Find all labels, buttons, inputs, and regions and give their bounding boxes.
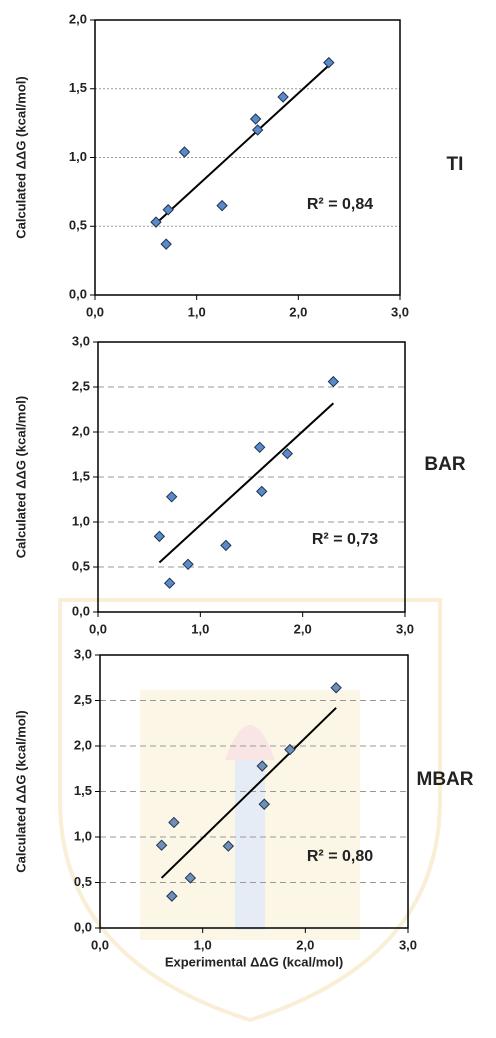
x-tick-label: 1,0 — [194, 937, 212, 952]
y-tick-label: 0,5 — [69, 218, 87, 233]
y-tick-label: 1,0 — [72, 513, 90, 528]
x-tick-label: 3,0 — [396, 621, 414, 636]
plot-frame — [97, 341, 406, 613]
y-tick-label: 1,5 — [74, 783, 92, 798]
y-tick-label: 1,0 — [74, 828, 92, 843]
point — [165, 491, 178, 503]
point — [284, 743, 296, 756]
panel-label: BAR — [424, 454, 465, 475]
y-axis-label: Calculated ΔΔG (kcal/mol) — [13, 76, 28, 238]
point — [162, 204, 174, 216]
watermark — [58, 598, 442, 1023]
annotation: R² = 0,84 — [307, 196, 373, 213]
x-tick-label: 0,0 — [91, 937, 109, 952]
x-tick-label: 3,0 — [399, 937, 417, 952]
point — [256, 485, 268, 498]
point — [220, 539, 232, 552]
y-tick-label: 2,5 — [72, 378, 90, 393]
point — [155, 839, 168, 851]
y-tick-label: 3,0 — [74, 646, 92, 661]
point — [323, 56, 335, 69]
point — [249, 113, 262, 125]
y-tick-label: 0,5 — [74, 874, 92, 889]
y-tick-label: 2,5 — [74, 692, 92, 707]
point — [163, 577, 176, 589]
point — [253, 441, 266, 454]
y-tick-label: 2,0 — [72, 423, 90, 438]
panel-label: MBAR — [417, 769, 474, 790]
trendline — [158, 402, 335, 564]
y-tick-label: 0,0 — [74, 919, 92, 934]
point — [256, 760, 268, 772]
y-tick-label: 2,0 — [69, 11, 87, 26]
trendline — [155, 64, 330, 225]
annotation: R² = 0,80 — [307, 848, 373, 865]
plot-frame — [94, 19, 401, 296]
point — [222, 840, 235, 852]
y-tick-label: 1,5 — [69, 80, 87, 95]
y-axis-label: Calculated ΔΔG (kcal/mol) — [13, 396, 28, 558]
x-tick-label: 0,0 — [89, 621, 107, 636]
point — [153, 530, 166, 543]
point — [182, 558, 194, 571]
y-tick-label: 1,5 — [72, 468, 90, 483]
plot-frame — [99, 654, 409, 929]
y-tick-label: 2,0 — [74, 737, 92, 752]
point — [330, 682, 342, 694]
x-tick-label: 3,0 — [391, 304, 409, 319]
y-tick-label: 0,5 — [72, 558, 90, 573]
panel-label: TI — [447, 154, 464, 175]
x-tick-label: 1,0 — [188, 304, 206, 319]
x-axis-label: Experimental ΔΔG (kcal/mol) — [165, 954, 343, 969]
point — [184, 872, 197, 884]
point — [216, 199, 228, 212]
x-tick-label: 0,0 — [86, 304, 104, 319]
point — [166, 890, 178, 902]
y-axis-label: Calculated ΔΔG (kcal/mol) — [13, 710, 28, 872]
x-tick-label: 2,0 — [296, 937, 314, 952]
point — [168, 816, 180, 829]
x-tick-label: 2,0 — [294, 621, 312, 636]
annotation: R² = 0,73 — [312, 531, 378, 548]
point — [251, 124, 264, 136]
point — [327, 375, 340, 388]
y-tick-label: 0,0 — [69, 286, 87, 301]
y-tick-label: 0,0 — [72, 603, 90, 618]
point — [281, 447, 294, 460]
y-tick-label: 3,0 — [72, 333, 90, 348]
x-tick-label: 1,0 — [191, 621, 209, 636]
y-tick-label: 1,0 — [69, 149, 87, 164]
point — [258, 798, 270, 810]
trendline — [160, 707, 337, 879]
x-tick-label: 2,0 — [289, 304, 307, 319]
point — [178, 146, 191, 158]
point — [160, 238, 172, 250]
point — [277, 91, 289, 103]
point — [150, 216, 162, 228]
